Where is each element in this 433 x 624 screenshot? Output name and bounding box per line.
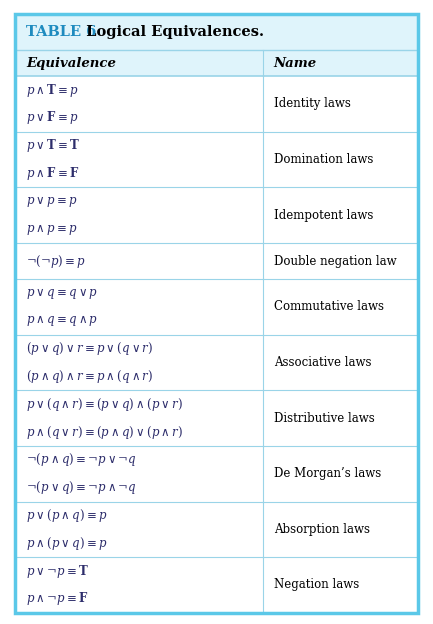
Text: Distributive laws: Distributive laws <box>274 412 375 424</box>
Text: Absorption laws: Absorption laws <box>274 523 370 536</box>
Text: $\neg(p \vee q) \equiv \neg p \wedge \neg q$: $\neg(p \vee q) \equiv \neg p \wedge \ne… <box>26 479 137 496</box>
Text: $p \vee \neg p \equiv \mathbf{T}$: $p \vee \neg p \equiv \mathbf{T}$ <box>26 563 89 580</box>
Text: Negation laws: Negation laws <box>274 578 359 592</box>
Text: $(p \vee q) \vee r \equiv p \vee (q \vee r)$: $(p \vee q) \vee r \equiv p \vee (q \vee… <box>26 340 153 357</box>
Text: $p \wedge q \equiv q \wedge p$: $p \wedge q \equiv q \wedge p$ <box>26 313 98 328</box>
Bar <box>15 76 418 132</box>
Text: Domination laws: Domination laws <box>274 153 373 166</box>
Text: Identity laws: Identity laws <box>274 97 350 110</box>
Text: TABLE 6: TABLE 6 <box>26 25 97 39</box>
Text: $\neg(\neg p) \equiv p$: $\neg(\neg p) \equiv p$ <box>26 253 86 270</box>
Text: Double negation law: Double negation law <box>274 255 396 268</box>
Bar <box>15 446 418 502</box>
Text: De Morgan’s laws: De Morgan’s laws <box>274 467 381 480</box>
Bar <box>15 391 418 446</box>
Text: Logical Equivalences.: Logical Equivalences. <box>76 25 264 39</box>
Bar <box>15 14 418 50</box>
Text: $p \vee p \equiv p$: $p \vee p \equiv p$ <box>26 193 78 209</box>
Text: $p \vee \mathbf{F} \equiv p$: $p \vee \mathbf{F} \equiv p$ <box>26 109 78 126</box>
Bar <box>15 279 418 334</box>
Text: $p \wedge (p \vee q) \equiv p$: $p \wedge (p \vee q) \equiv p$ <box>26 535 107 552</box>
Bar <box>15 187 418 243</box>
Text: $\neg(p \wedge q) \equiv \neg p \vee \neg q$: $\neg(p \wedge q) \equiv \neg p \vee \ne… <box>26 451 137 469</box>
Text: $p \wedge (q \vee r) \equiv (p \wedge q) \vee (p \wedge r)$: $p \wedge (q \vee r) \equiv (p \wedge q)… <box>26 424 183 441</box>
Bar <box>15 502 418 557</box>
Bar <box>15 243 418 279</box>
Text: $p \vee q \equiv q \vee p$: $p \vee q \equiv q \vee p$ <box>26 286 98 301</box>
Bar <box>15 50 418 76</box>
Text: Name: Name <box>274 57 317 69</box>
Bar <box>15 132 418 187</box>
Text: $p \vee (p \wedge q) \equiv p$: $p \vee (p \wedge q) \equiv p$ <box>26 507 107 524</box>
Text: Associative laws: Associative laws <box>274 356 371 369</box>
Text: $(p \wedge q) \wedge r \equiv p \wedge (q \wedge r)$: $(p \wedge q) \wedge r \equiv p \wedge (… <box>26 368 153 385</box>
Text: $p \vee \mathbf{T} \equiv \mathbf{T}$: $p \vee \mathbf{T} \equiv \mathbf{T}$ <box>26 137 80 154</box>
Bar <box>15 557 418 613</box>
Text: $p \vee (q \wedge r) \equiv (p \vee q) \wedge (p \vee r)$: $p \vee (q \wedge r) \equiv (p \vee q) \… <box>26 396 183 412</box>
Text: $p \wedge \mathbf{F} \equiv \mathbf{F}$: $p \wedge \mathbf{F} \equiv \mathbf{F}$ <box>26 165 79 182</box>
Bar <box>15 334 418 391</box>
Text: Commutative laws: Commutative laws <box>274 300 384 313</box>
Text: $p \wedge \mathbf{T} \equiv p$: $p \wedge \mathbf{T} \equiv p$ <box>26 82 79 99</box>
Text: $p \wedge \neg p \equiv \mathbf{F}$: $p \wedge \neg p \equiv \mathbf{F}$ <box>26 590 88 607</box>
Text: Equivalence: Equivalence <box>26 57 116 69</box>
Text: Idempotent laws: Idempotent laws <box>274 208 373 222</box>
Text: $p \wedge p \equiv p$: $p \wedge p \equiv p$ <box>26 222 78 236</box>
